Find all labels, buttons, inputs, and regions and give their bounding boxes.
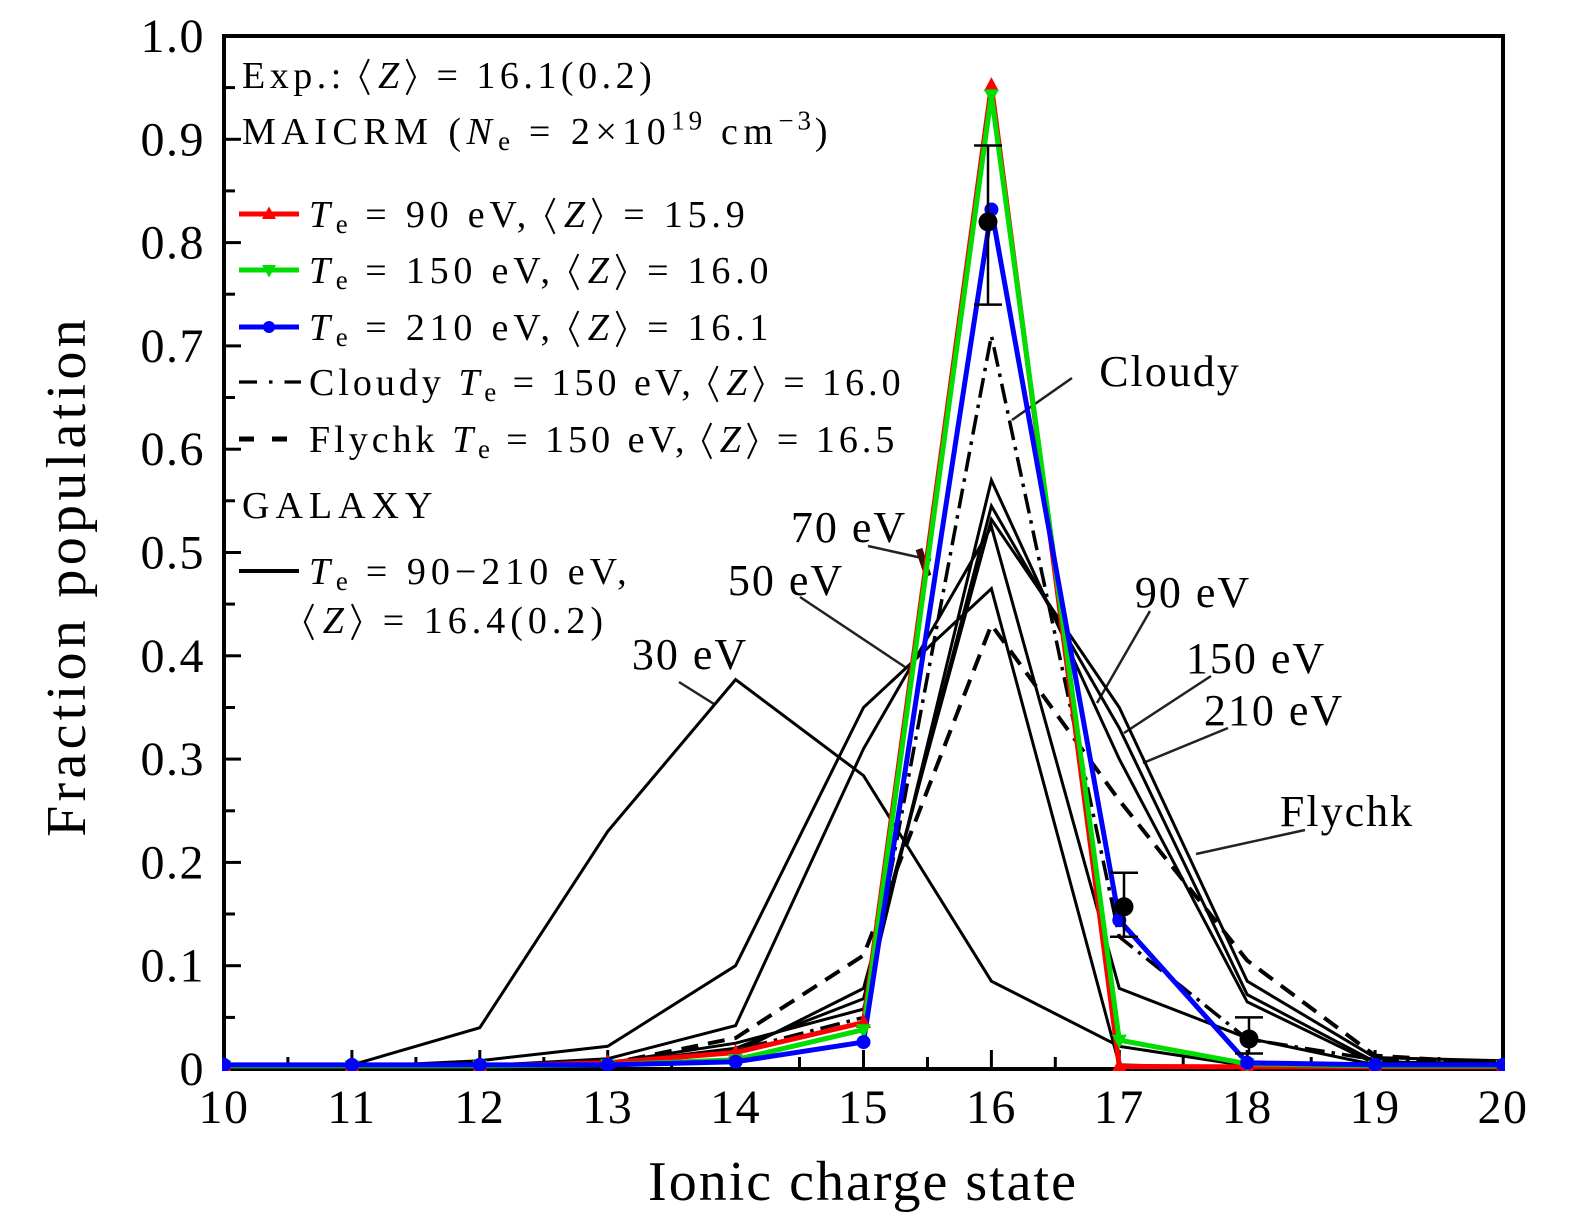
svg-text:Z: Z (323, 600, 349, 642)
svg-text:Z: Z (378, 55, 404, 97)
svg-text:= 16.1: = 16.1 (633, 307, 774, 349)
svg-text:MAICRM (: MAICRM ( (242, 111, 467, 153)
svg-text:T: T (309, 551, 335, 593)
svg-text:Ionic charge state: Ionic charge state (648, 1151, 1078, 1213)
svg-text:0.5: 0.5 (141, 527, 206, 580)
svg-text:= 90−210 eV,: = 90−210 eV, (351, 551, 631, 593)
svg-text:50 eV: 50 eV (728, 556, 844, 605)
svg-text:Z: Z (588, 250, 614, 292)
svg-text:T: T (309, 307, 335, 349)
svg-text:1.0: 1.0 (141, 10, 206, 63)
svg-text:18: 18 (1222, 1081, 1273, 1134)
svg-text:= 16.1(0.2): = 16.1(0.2) (423, 55, 657, 97)
svg-text:= 16.4(0.2): = 16.4(0.2) (368, 600, 608, 642)
svg-text:14: 14 (710, 1081, 761, 1134)
svg-text:0.3: 0.3 (141, 733, 206, 786)
svg-text:Cloudy: Cloudy (309, 362, 458, 404)
svg-text:GALAXY: GALAXY (242, 485, 438, 527)
svg-text:e: e (484, 377, 499, 407)
svg-text:= 150 eV,: = 150 eV, (493, 419, 702, 461)
svg-text:Z: Z (726, 362, 751, 404)
svg-text:0.2: 0.2 (141, 836, 206, 889)
svg-text:150 eV: 150 eV (1186, 634, 1326, 683)
svg-text:= 150 eV,: = 150 eV, (499, 362, 708, 404)
svg-text:= 16.0: = 16.0 (770, 362, 905, 404)
svg-text:e: e (498, 126, 514, 156)
svg-text:= 15.9: = 15.9 (609, 194, 750, 236)
svg-text:= 150 eV,: = 150 eV, (351, 250, 569, 292)
svg-text:T: T (309, 250, 335, 292)
svg-text:e: e (336, 209, 351, 239)
svg-text:cm: cm (706, 111, 778, 153)
svg-text:11: 11 (327, 1081, 376, 1134)
svg-text:= 16.0: = 16.0 (633, 250, 774, 292)
svg-text:T: T (309, 194, 335, 236)
svg-text:13: 13 (582, 1081, 633, 1134)
svg-text:= 16.5: = 16.5 (763, 419, 898, 461)
svg-text:T: T (452, 419, 477, 461)
svg-text:20: 20 (1478, 1081, 1529, 1134)
svg-text:10: 10 (199, 1081, 250, 1134)
svg-text:0.6: 0.6 (141, 423, 206, 476)
svg-text:T: T (458, 362, 483, 404)
svg-text:= 2×10: = 2×10 (514, 111, 671, 153)
svg-text:Flychk: Flychk (1280, 787, 1414, 836)
svg-text:Z: Z (720, 419, 745, 461)
svg-text:15: 15 (838, 1081, 889, 1134)
svg-text:17: 17 (1094, 1081, 1145, 1134)
svg-text:70 eV: 70 eV (791, 503, 907, 552)
svg-text:Flychk: Flychk (309, 419, 452, 461)
svg-text:−3: −3 (778, 106, 814, 136)
svg-text:Fraction population: Fraction population (36, 315, 98, 837)
svg-text:): ) (815, 111, 833, 153)
svg-text:19: 19 (671, 106, 706, 136)
svg-text:= 210 eV,: = 210 eV, (351, 307, 569, 349)
svg-text:12: 12 (454, 1081, 505, 1134)
svg-text:0.8: 0.8 (141, 217, 206, 270)
svg-text:Exp.:: Exp.: (242, 55, 360, 97)
svg-text:0.7: 0.7 (141, 320, 206, 373)
svg-text:0.9: 0.9 (141, 113, 206, 166)
svg-text:e: e (336, 322, 351, 352)
svg-text:30 eV: 30 eV (632, 630, 748, 679)
svg-text:16: 16 (966, 1081, 1017, 1134)
svg-text:210 eV: 210 eV (1204, 686, 1344, 735)
svg-text:N: N (466, 111, 498, 153)
svg-text:0.4: 0.4 (141, 630, 206, 683)
svg-text:Z: Z (564, 194, 590, 236)
svg-text:e: e (478, 434, 493, 464)
svg-text:Z: Z (588, 307, 614, 349)
svg-text:e: e (336, 566, 351, 596)
svg-text:0.1: 0.1 (141, 940, 206, 993)
svg-text:Cloudy: Cloudy (1099, 347, 1241, 396)
svg-text:0: 0 (180, 1043, 206, 1096)
svg-text:= 90 eV,: = 90 eV, (351, 194, 545, 236)
svg-text:19: 19 (1350, 1081, 1401, 1134)
svg-text:e: e (336, 265, 351, 295)
svg-text:90 eV: 90 eV (1135, 568, 1251, 617)
